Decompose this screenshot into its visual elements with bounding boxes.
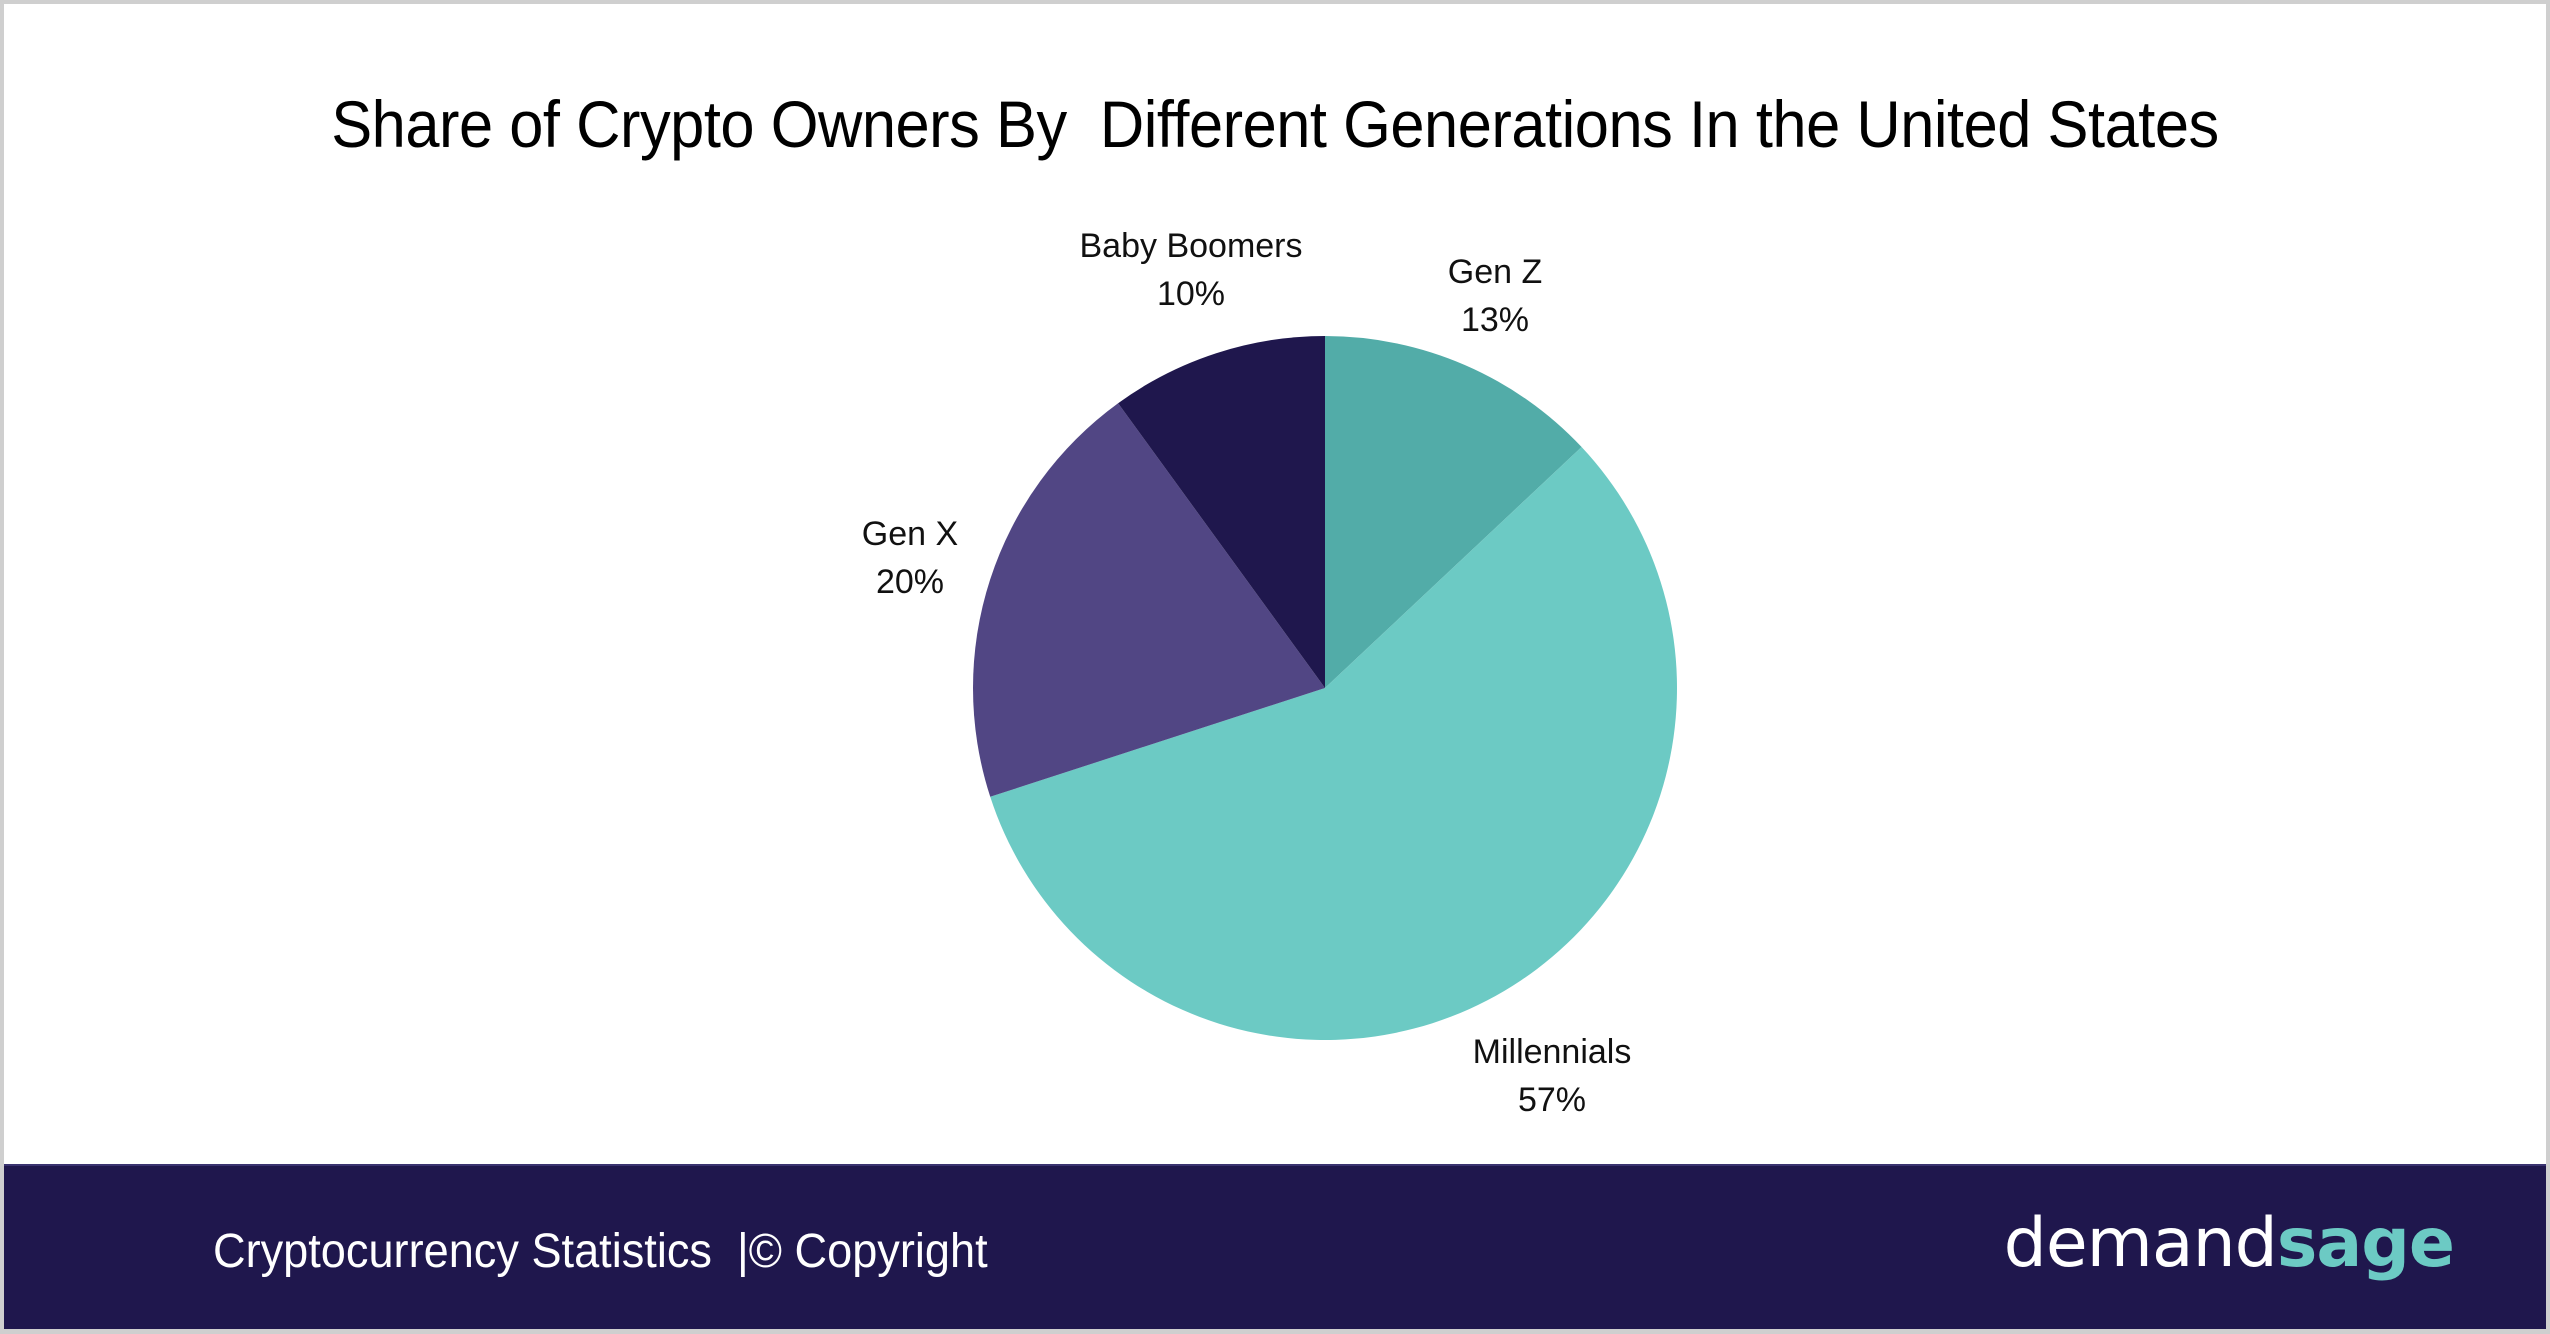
label-millennials-name: Millennials: [1472, 1033, 1632, 1071]
label-baby-boomers: Baby Boomers 10%: [1080, 222, 1303, 318]
label-millennials: Millennials 57%: [1473, 1028, 1632, 1124]
label-baby-boomers-pct: 10%: [1156, 275, 1226, 313]
brand-logo: demandsage: [2003, 1204, 2455, 1283]
label-gen-z-name: Gen Z: [1447, 253, 1543, 291]
footer-bar: Cryptocurrency Statistics |© Copyright d…: [4, 1164, 2546, 1329]
logo-text-demand: demand: [2003, 1204, 2278, 1283]
label-gen-x: Gen X 20%: [862, 510, 958, 606]
label-baby-boomers-name: Baby Boomers: [1079, 227, 1303, 265]
label-gen-x-name: Gen X: [861, 515, 959, 553]
label-gen-z-pct: 13%: [1460, 301, 1530, 339]
pie-slice-millennials: [990, 447, 1677, 1040]
chart-canvas: Share of Crypto Owners By Different Gene…: [4, 4, 2546, 1329]
pie-slice-baby-boomers: [1118, 336, 1325, 688]
label-gen-z: Gen Z 13%: [1448, 248, 1542, 344]
pie-slice-gen-x: [973, 403, 1325, 797]
label-millennials-pct: 57%: [1517, 1081, 1587, 1119]
pie-slice-gen-z: [1325, 336, 1582, 688]
pie-chart: [973, 336, 1677, 1040]
label-gen-x-pct: 20%: [875, 563, 945, 601]
logo-text-sage: sage: [2276, 1204, 2455, 1283]
chart-title: Share of Crypto Owners By Different Gene…: [331, 87, 2219, 161]
footer-caption: Cryptocurrency Statistics |© Copyright: [213, 1225, 988, 1278]
